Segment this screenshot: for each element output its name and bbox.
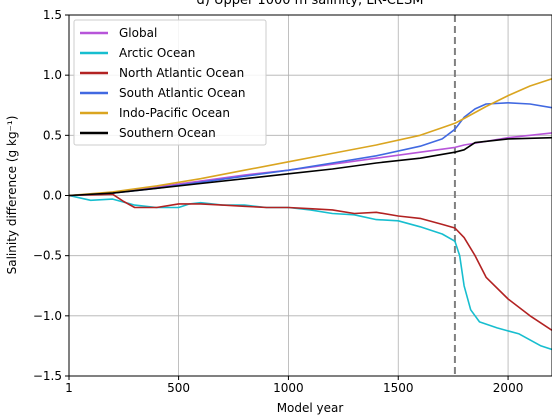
y-tick-label: −1.5 [33,369,62,383]
axis-ticks: −1.5−1.0−0.50.00.51.01.51 500 1000 1500 2000 [33,8,523,395]
legend-box [73,19,267,146]
legend-label-indo-pacific-ocean: Indo-Pacific Ocean [119,106,230,120]
x-tick-label: 2000 [493,381,524,395]
series-line-global [68,132,552,197]
y-tick-label: 1.0 [43,68,62,82]
legend-label-global: Global [119,26,157,40]
y-tick-label: −1.0 [33,309,62,323]
series-line-north-atlantic-ocean [68,193,552,331]
legend-label-southern-ocean: Southern Ocean [119,126,216,140]
legend-label-north-atlantic-ocean: North Atlantic Ocean [119,66,244,80]
x-tick-label: 1000 [273,381,304,395]
x-tick-label: 1500 [383,381,414,395]
y-tick-label: 0.5 [43,128,62,142]
x-axis-label: Model year [277,401,344,415]
y-tick-label: 0.0 [43,189,62,203]
legend-label-south-atlantic-ocean: South Atlantic Ocean [119,86,246,100]
series-line-southern-ocean [68,136,552,197]
x-tick-label: 1 [65,381,73,395]
y-tick-label: 1.5 [43,8,62,22]
legend-label-arctic-ocean: Arctic Ocean [119,46,195,60]
y-tick-label: −0.5 [33,249,62,263]
series-lines [68,78,552,351]
legend: Global Arctic Ocean North Atlantic Ocean So… [73,19,267,146]
x-tick-label: 500 [167,381,190,395]
series-line-indo-pacific-ocean [68,78,552,197]
chart-title: d) Upper 1000 m salinity, LR-CESM [196,0,423,8]
series-line-arctic-ocean [68,194,552,351]
y-axis-label: Salinity difference (g kg⁻¹) [5,116,19,275]
